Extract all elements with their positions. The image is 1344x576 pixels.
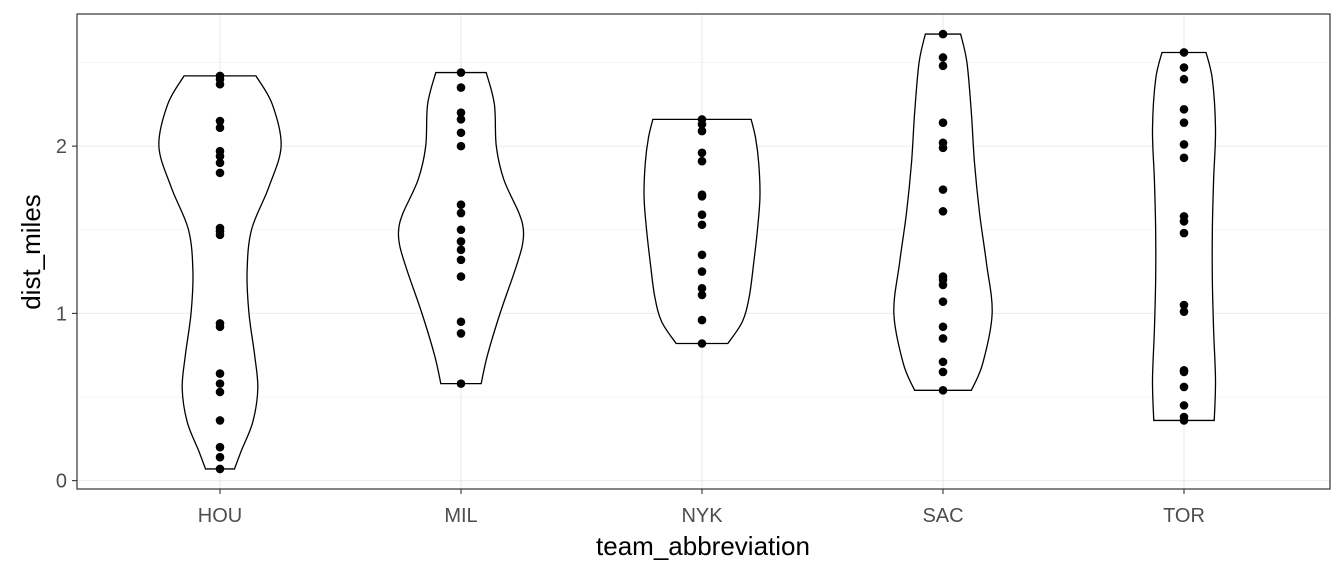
point-sac bbox=[938, 118, 948, 128]
x-tick-label: HOU bbox=[198, 505, 242, 527]
point-sac bbox=[938, 322, 948, 332]
point-tor bbox=[1179, 118, 1189, 128]
data-points bbox=[215, 29, 1189, 474]
point-tor bbox=[1179, 300, 1189, 310]
point-nyk bbox=[697, 192, 707, 201]
point-sac bbox=[938, 386, 948, 395]
y-axis-ticks: 0 1 2 bbox=[56, 136, 77, 493]
point-hou bbox=[215, 151, 225, 161]
point-nyk bbox=[697, 315, 707, 325]
y-tick-label: 0 bbox=[56, 471, 67, 493]
point-tor bbox=[1179, 416, 1189, 425]
point-nyk bbox=[697, 250, 707, 260]
y-tick-label: 1 bbox=[56, 303, 67, 325]
x-tick-label: TOR bbox=[1163, 505, 1205, 527]
point-mil bbox=[456, 208, 466, 218]
point-tor bbox=[1179, 217, 1189, 226]
point-sac bbox=[938, 143, 948, 153]
x-axis-title: team_abbreviation bbox=[596, 531, 810, 561]
point-tor bbox=[1179, 140, 1189, 149]
point-nyk bbox=[697, 120, 707, 129]
panel-border bbox=[76, 13, 1331, 490]
point-sac bbox=[938, 185, 948, 194]
point-tor bbox=[1179, 48, 1189, 57]
point-mil bbox=[456, 379, 466, 388]
point-mil bbox=[456, 317, 466, 327]
point-hou bbox=[215, 464, 225, 474]
point-nyk bbox=[697, 220, 707, 230]
point-nyk bbox=[697, 339, 707, 348]
violin-hou bbox=[158, 75, 282, 470]
point-tor bbox=[1179, 228, 1189, 238]
point-nyk bbox=[697, 283, 707, 293]
point-hou bbox=[215, 116, 225, 126]
point-tor bbox=[1179, 367, 1189, 377]
point-mil bbox=[456, 237, 466, 246]
point-sac bbox=[938, 280, 948, 290]
point-mil bbox=[456, 272, 466, 281]
point-tor bbox=[1179, 401, 1189, 410]
point-sac bbox=[938, 297, 948, 306]
point-sac bbox=[938, 334, 948, 343]
point-nyk bbox=[697, 210, 707, 220]
point-hou bbox=[215, 387, 225, 397]
x-tick-label: NYK bbox=[681, 505, 723, 527]
point-mil bbox=[456, 255, 466, 265]
point-hou bbox=[215, 416, 225, 425]
point-mil bbox=[456, 200, 466, 209]
point-mil bbox=[456, 128, 466, 138]
point-hou bbox=[215, 230, 225, 240]
point-mil bbox=[456, 83, 466, 92]
point-sac bbox=[938, 367, 948, 377]
point-hou bbox=[215, 322, 225, 332]
point-mil bbox=[456, 115, 466, 124]
point-nyk bbox=[697, 290, 707, 300]
y-axis-title: dist_miles bbox=[16, 194, 46, 310]
point-tor bbox=[1179, 74, 1189, 84]
point-mil bbox=[456, 245, 466, 255]
point-tor bbox=[1179, 153, 1189, 163]
point-tor bbox=[1179, 105, 1189, 114]
point-sac bbox=[938, 53, 948, 62]
point-sac bbox=[938, 207, 948, 216]
point-nyk bbox=[697, 267, 707, 276]
point-tor bbox=[1179, 382, 1189, 392]
y-tick-label: 2 bbox=[56, 136, 67, 158]
point-mil bbox=[456, 68, 466, 77]
point-hou bbox=[215, 452, 225, 462]
point-nyk bbox=[697, 156, 707, 166]
point-mil bbox=[456, 108, 466, 117]
point-hou bbox=[215, 369, 225, 378]
point-hou bbox=[215, 158, 225, 168]
violin-nyk bbox=[643, 118, 761, 345]
point-hou bbox=[215, 379, 225, 388]
x-tick-label: MIL bbox=[444, 505, 477, 527]
point-sac bbox=[938, 357, 948, 367]
point-hou bbox=[215, 123, 225, 133]
point-nyk bbox=[697, 148, 707, 158]
x-tick-label: SAC bbox=[922, 505, 963, 527]
point-mil bbox=[456, 225, 466, 235]
point-sac bbox=[938, 61, 948, 71]
point-hou bbox=[215, 79, 225, 89]
point-hou bbox=[215, 168, 225, 178]
point-mil bbox=[456, 141, 466, 151]
x-axis-ticks: HOU MIL NYK SAC TOR bbox=[198, 489, 1205, 527]
point-mil bbox=[456, 329, 466, 338]
point-nyk bbox=[697, 126, 707, 136]
point-tor bbox=[1179, 63, 1189, 72]
point-tor bbox=[1179, 307, 1189, 317]
point-sac bbox=[938, 29, 948, 39]
point-hou bbox=[215, 442, 225, 452]
